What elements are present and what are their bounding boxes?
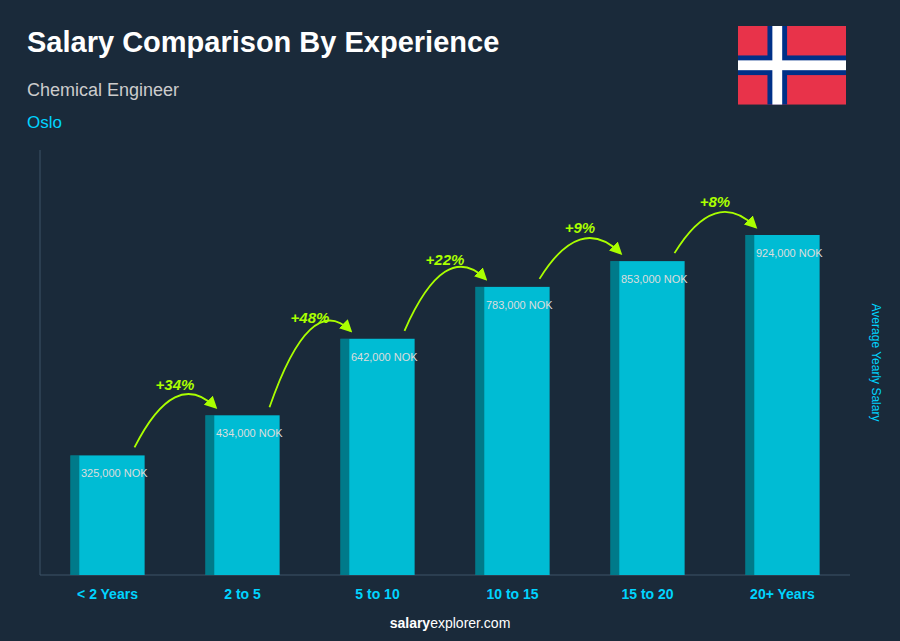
bar	[745, 235, 819, 575]
change-label: +22%	[426, 251, 465, 268]
x-tick-label: 2 to 5	[224, 586, 261, 602]
bar-group	[340, 339, 414, 575]
bar-edge	[745, 235, 754, 575]
background	[0, 0, 900, 641]
bar-edge	[340, 339, 349, 575]
change-label: +8%	[700, 193, 730, 210]
change-label: +9%	[565, 219, 595, 236]
chart-container: Salary Comparison By Experience Chemical …	[0, 0, 900, 641]
x-tick-label: < 2 Years	[77, 586, 138, 602]
x-tick-label: 20+ Years	[750, 586, 815, 602]
change-arrow	[540, 238, 621, 279]
value-label: 783,000 NOK	[486, 299, 553, 311]
bar-edge	[205, 415, 214, 575]
value-label: 924,000 NOK	[756, 247, 823, 259]
bar-group	[610, 261, 684, 575]
title: Salary Comparison By Experience	[27, 26, 499, 58]
bar	[610, 261, 684, 575]
flag-white-h	[738, 60, 846, 70]
watermark-bold: salary	[390, 615, 431, 631]
x-tick-label: 15 to 20	[621, 586, 673, 602]
change-arrow	[405, 267, 486, 331]
subtitle: Chemical Engineer	[27, 80, 179, 100]
x-axis-line	[40, 575, 850, 576]
flag-blue-h	[738, 55, 846, 75]
bar	[340, 339, 414, 575]
change-arrow	[675, 212, 756, 253]
x-tick-label: 10 to 15	[486, 586, 538, 602]
value-label: 325,000 NOK	[81, 467, 148, 479]
bars	[70, 235, 819, 575]
y-axis-line	[40, 150, 41, 575]
change-arrow	[135, 394, 216, 447]
flag-red	[738, 26, 846, 105]
value-label: 434,000 NOK	[216, 427, 283, 439]
bar-edge	[70, 455, 79, 575]
flag	[738, 26, 846, 105]
bar-edge	[475, 287, 484, 575]
watermark: salaryexplorer.com	[390, 615, 511, 631]
change-label: +48%	[291, 309, 330, 326]
chart-svg: Salary Comparison By Experience Chemical …	[0, 0, 900, 641]
x-tick-label: 5 to 10	[355, 586, 400, 602]
watermark-normal: explorer.com	[430, 615, 510, 631]
bar-group	[745, 235, 819, 575]
city: Oslo	[27, 113, 62, 132]
bar-edge	[610, 261, 619, 575]
bar-group	[475, 287, 549, 575]
value-label: 853,000 NOK	[621, 273, 688, 285]
change-arrow	[270, 321, 351, 408]
y-axis-label: Average Yearly Salary	[869, 304, 883, 422]
bar	[475, 287, 549, 575]
value-label: 642,000 NOK	[351, 351, 418, 363]
change-label: +34%	[156, 376, 195, 393]
